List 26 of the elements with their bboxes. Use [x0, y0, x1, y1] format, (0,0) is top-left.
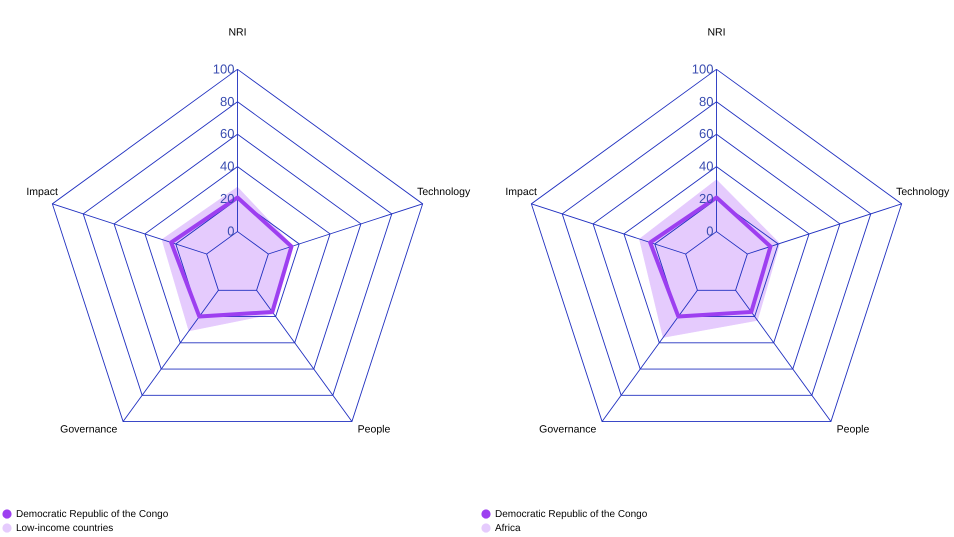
spoke-label: NRI: [228, 26, 247, 38]
legend-label: Democratic Republic of the Congo: [16, 509, 169, 520]
y-tick-label: 0: [227, 224, 234, 239]
y-tick-label: 0: [706, 224, 714, 239]
legend-label: Africa: [495, 523, 521, 534]
y-tick-label: 20: [699, 191, 714, 206]
y-tick-label: 40: [220, 158, 234, 174]
y-tick-label: 40: [699, 158, 714, 174]
spoke-label: Governance: [539, 423, 597, 436]
y-tick-label: 100: [212, 61, 234, 76]
y-tick-label: 20: [220, 191, 234, 206]
y-tick-label: 60: [220, 126, 234, 142]
y-tick-label: 80: [699, 94, 714, 109]
y-tick-label: 100: [692, 61, 714, 76]
y-tick-label: 60: [699, 126, 714, 142]
y-tick-label: 80: [220, 94, 234, 109]
spoke-label: Impact: [26, 186, 58, 198]
legend-label: Democratic Republic of the Congo: [495, 509, 648, 520]
spoke-label: People: [836, 423, 870, 436]
spoke-label: Technology: [417, 186, 471, 198]
spoke-label: Governance: [60, 423, 118, 436]
spoke-label: People: [358, 423, 390, 436]
spoke-label: Impact: [505, 186, 537, 198]
spoke-label: NRI: [707, 26, 726, 38]
spoke-label: Technology: [896, 186, 950, 198]
legend-label: Low-income countries: [16, 523, 114, 534]
